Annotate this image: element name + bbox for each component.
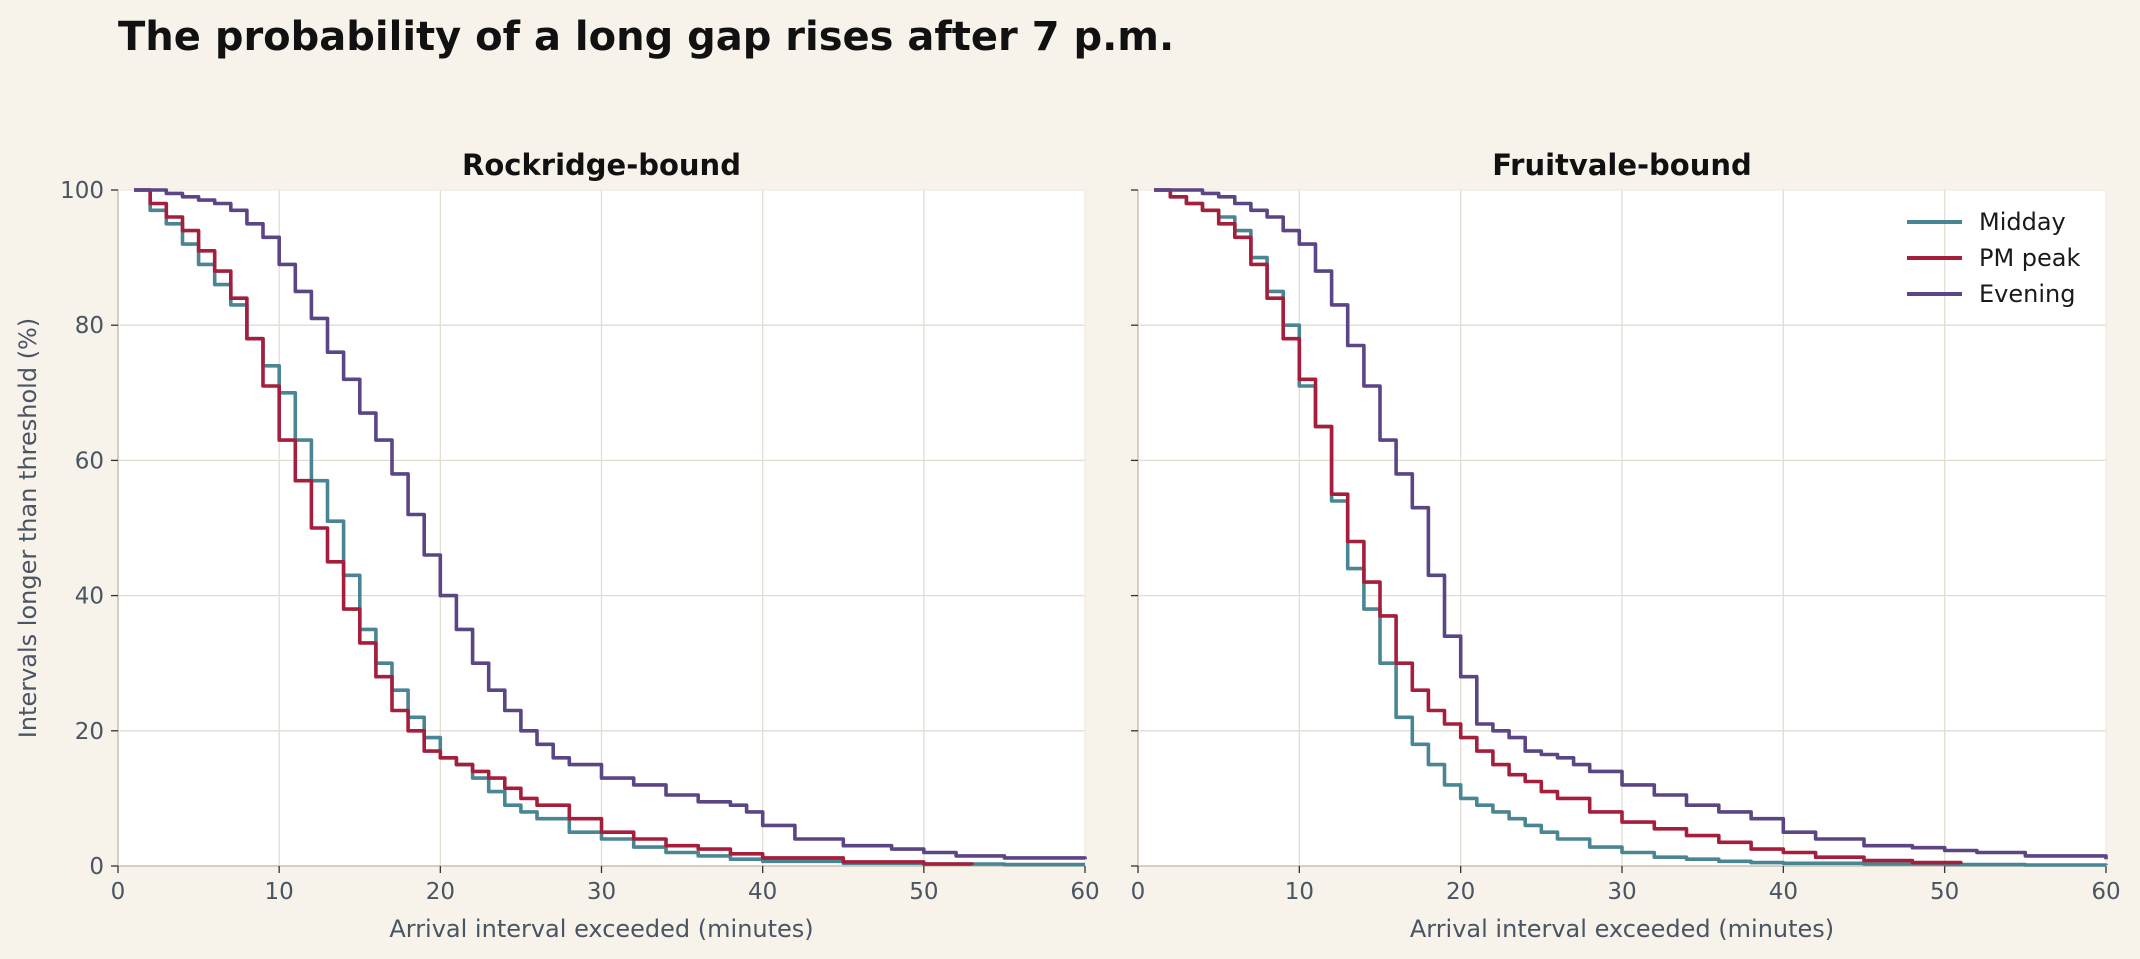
x-tick-label: 20 [426, 879, 455, 905]
x-tick-label: 0 [111, 879, 126, 905]
x-tick-label: 30 [1607, 879, 1636, 905]
panel-title: Rockridge-bound [462, 148, 741, 182]
y-tick-label: 60 [75, 448, 104, 474]
y-axis-label: Intervals longer than threshold (%) [14, 318, 42, 738]
series-line-evening [1154, 188, 2108, 860]
legend-label-pm-peak: PM peak [1979, 244, 2081, 272]
y-tick-label: 100 [60, 178, 104, 204]
x-tick-label: 60 [1070, 879, 1099, 905]
x-tick-label: 30 [587, 879, 616, 905]
y-tick-label: 40 [75, 584, 104, 610]
chart-panel-1: 0 10 20 30 40 50 60 0 20 40 60 80 100 Rockridge-bound… [14, 148, 1100, 943]
y-tick-label: 80 [75, 313, 104, 339]
series-line-pm-peak [1154, 188, 1963, 865]
legend-label-evening: Evening [1979, 280, 2075, 308]
x-tick-label: 10 [265, 879, 294, 905]
x-tick-label: 60 [2091, 879, 2120, 905]
chart-panels: 0 10 20 30 40 50 60020406080100Rockridge-bound… [14, 148, 2121, 943]
x-axis-label: Arrival interval exceeded (minutes) [389, 915, 813, 943]
x-tick-label: 50 [1930, 879, 1959, 905]
series-line-pm-peak [134, 188, 974, 866]
x-tick-label: 40 [748, 879, 777, 905]
y-tick-label: 20 [75, 719, 104, 745]
x-tick-label: 10 [1285, 879, 1314, 905]
legend-label-midday: Midday [1979, 208, 2066, 236]
series-line-evening [134, 188, 1087, 860]
chart-panel-2: 0 10 20 30 40 50 60 Fruitvale-bound Arrival inte… [1131, 148, 2121, 943]
series-line-midday [134, 188, 1085, 867]
x-tick-label: 20 [1446, 879, 1475, 905]
chart-title: The probability of a long gap rises afte… [118, 14, 1174, 60]
x-tick-label: 0 [1131, 879, 1146, 905]
legend: Midday PM peak Evening [1907, 208, 2081, 308]
x-axis-label: Arrival interval exceeded (minutes) [1410, 915, 1834, 943]
y-tick-label: 0 [89, 854, 104, 880]
panel-title: Fruitvale-bound [1492, 148, 1752, 182]
x-tick-label: 40 [1769, 879, 1798, 905]
x-tick-label: 50 [909, 879, 938, 905]
